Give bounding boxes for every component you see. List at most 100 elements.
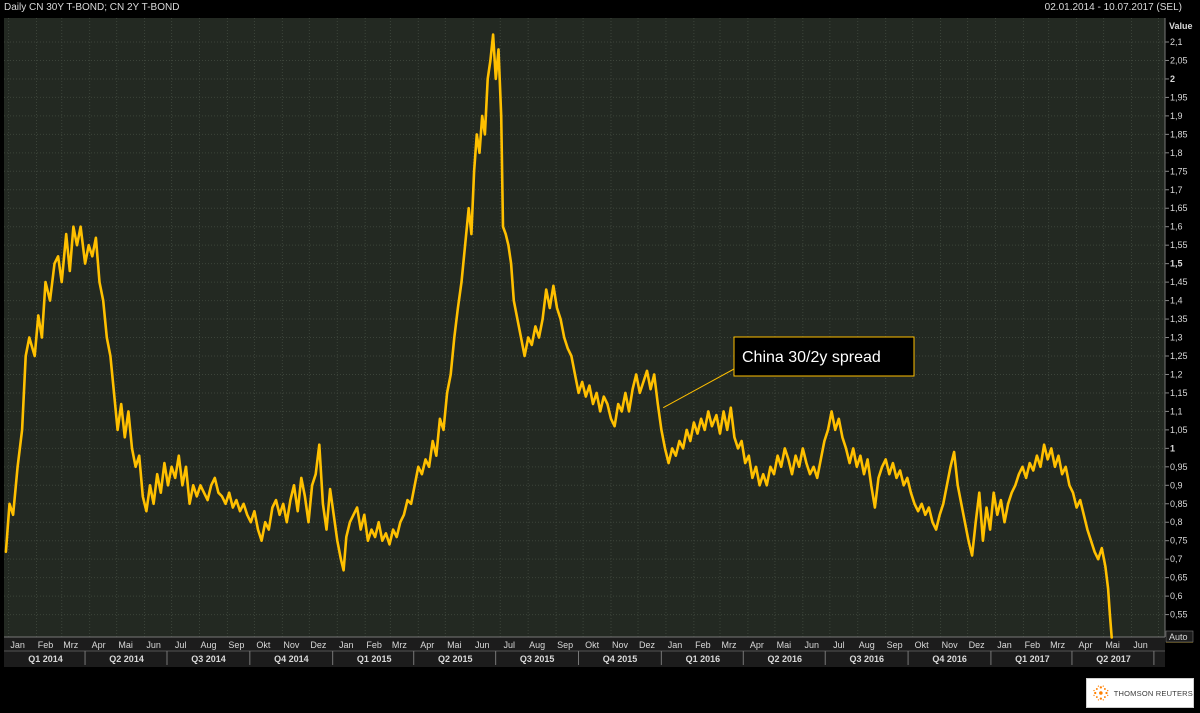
annotation-text: China 30/2y spread [742,349,881,366]
y-tick-label: 1,25 [1170,351,1188,361]
chart-title: Daily CN 30Y T-BOND; CN 2Y T-BOND [4,2,180,13]
x-quarter-label: Q1 2016 [686,654,721,664]
x-month-label: Aug [200,640,216,650]
x-quarter-label: Q4 2016 [932,654,967,664]
x-month-label: Mrz [721,640,736,650]
y-tick-label: 1,95 [1170,92,1188,102]
y-tick-label: 2 [1170,74,1175,84]
y-tick-label: 0,9 [1170,480,1183,490]
x-month-label: Aug [529,640,545,650]
x-quarter-label: Q4 2015 [603,654,638,664]
x-quarter-label: Q4 2014 [274,654,309,664]
x-month-label: Feb [38,640,54,650]
y-tick-label: 1,35 [1170,314,1188,324]
x-month-label: Mrz [392,640,407,650]
y-tick-label: 0,95 [1170,462,1188,472]
scale-mode-label[interactable]: Auto [1169,632,1188,642]
x-month-label: Sep [228,640,244,650]
x-quarter-label: Q2 2016 [768,654,803,664]
x-month-label: Jul [833,640,845,650]
x-month-label: Sep [557,640,573,650]
x-month-label: Aug [859,640,875,650]
x-month-label: Apr [1079,640,1093,650]
x-quarter-label: Q1 2014 [28,654,63,664]
x-month-label: Mai [1105,640,1120,650]
y-axis-title: Value [1169,21,1193,31]
x-month-label: Dez [310,640,327,650]
x-month-label: Okt [256,640,271,650]
y-tick-label: 1,5 [1170,259,1183,269]
x-month-label: Jun [475,640,490,650]
y-tick-label: 1,15 [1170,388,1188,398]
x-month-label: Jan [668,640,683,650]
x-month-label: Feb [366,640,382,650]
scale-mode-box[interactable] [1165,630,1194,643]
annotation-box[interactable] [733,336,915,377]
line-chart[interactable]: 2,1 2,05 2 1,95 1,9 1,85 1,8 1,75 1,7 1,65 1,6 1,55… [0,0,1200,669]
x-month-label: Jan [997,640,1012,650]
y-tick-label: 0,8 [1170,517,1183,527]
x-quarter-label: Q3 2016 [849,654,884,664]
y-tick-label: 0,85 [1170,499,1188,509]
y-tick-label: 1,85 [1170,129,1188,139]
x-month-label: Nov [612,640,629,650]
x-quarter-label: Q3 2014 [191,654,226,664]
x-quarter-label: Q2 2017 [1096,654,1131,664]
thomson-reuters-logo: THOMSON REUTERS [1086,678,1194,708]
series-line[interactable] [4,33,1113,639]
y-tick-label: 1,2 [1170,369,1183,379]
x-month-label: Dez [639,640,656,650]
chart-header-bar: Daily CN 30Y T-BOND; CN 2Y T-BOND 02.01.… [0,0,1200,16]
x-month-label: Apr [420,640,434,650]
y-tick-label: 1,75 [1170,166,1188,176]
x-month-label: Feb [695,640,711,650]
x-month-label: Jun [805,640,820,650]
y-tick-label: 1,6 [1170,222,1183,232]
y-tick-label: 1,4 [1170,296,1183,306]
x-month-label: Mai [118,640,133,650]
x-axis-band [4,637,1165,667]
x-quarter-label: Q3 2015 [520,654,555,664]
x-month-label: Apr [92,640,106,650]
x-quarter-label: Q2 2015 [438,654,473,664]
x-month-label: Okt [915,640,930,650]
y-tick-label: 1,55 [1170,240,1188,250]
brand-name: THOMSON REUTERS [1113,688,1193,698]
y-tick-label: 1 [1170,443,1175,453]
y-tick-label: 1,8 [1170,148,1183,158]
y-tick-label: 0,6 [1170,591,1183,601]
x-month-label: Dez [969,640,986,650]
y-tick-label: 0,65 [1170,573,1188,583]
date-range-label[interactable]: 02.01.2014 - 10.07.2017 (SEL) [1044,2,1182,13]
x-month-label: Mrz [1050,640,1065,650]
x-month-label: Apr [750,640,764,650]
y-tick-label: 2,05 [1170,55,1188,65]
x-month-label: Mrz [63,640,78,650]
x-month-label: Jan [10,640,25,650]
chart-footer [0,669,1200,713]
x-month-label: Sep [887,640,903,650]
x-month-label: Jan [339,640,354,650]
thomson-reuters-sun-icon [1093,685,1109,701]
plot-area [4,18,1165,637]
x-month-label: Jun [1133,640,1148,650]
y-tick-label: 0,75 [1170,536,1188,546]
x-month-label: Jul [504,640,516,650]
y-tick-label: 1,45 [1170,277,1188,287]
x-month-label: Mai [447,640,462,650]
x-month-label: Jun [146,640,161,650]
x-month-label: Nov [283,640,300,650]
y-tick-label: 1,65 [1170,203,1188,213]
x-quarter-label: Q2 2014 [109,654,144,664]
x-quarter-label: Q1 2015 [357,654,392,664]
annotation-leader-line [663,368,735,409]
x-month-label: Okt [585,640,600,650]
x-quarter-label: Q1 2017 [1015,654,1050,664]
y-tick-label: 0,7 [1170,554,1183,564]
y-tick-label: 1,3 [1170,333,1183,343]
x-month-label: Nov [942,640,959,650]
x-month-label: Feb [1025,640,1041,650]
y-tick-label: 1,7 [1170,185,1183,195]
y-tick-label: 0,55 [1170,610,1188,620]
x-month-label: Jul [175,640,187,650]
